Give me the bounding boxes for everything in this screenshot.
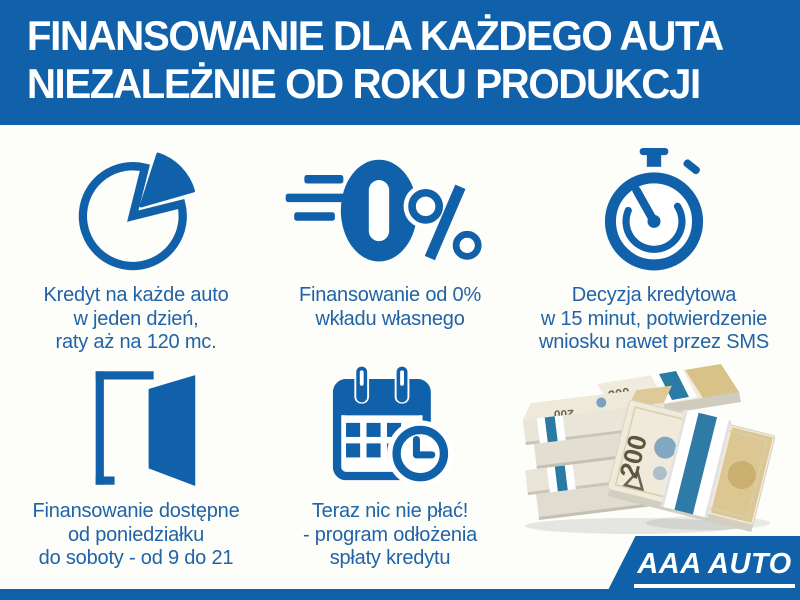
feature-availability: Finansowanie dostępne od poniedziałku do… <box>8 358 264 571</box>
feature-money-photo: 200 200 <box>512 356 776 536</box>
pie-chart-icon <box>78 152 196 271</box>
feature-caption: Teraz nic nie płać! - program odłożenia … <box>302 500 478 569</box>
header-banner: FINANSOWANIE DLA KAŻDEGO AUTA NIEZALEŻNI… <box>0 0 800 125</box>
icon-box <box>73 358 199 498</box>
header-title: FINANSOWANIE DLA KAŻDEGO AUTA NIEZALEŻNI… <box>0 0 768 108</box>
calendar-clock-icon <box>332 365 454 487</box>
money-bundle-front: 200 <box>607 399 776 532</box>
aaa-auto-logo: AAA AUTO <box>634 548 795 588</box>
zero-percent-icon <box>285 159 482 262</box>
feature-deferred-payment: Teraz nic nie płać! - program odłożenia … <box>264 358 516 571</box>
icon-box <box>72 140 200 282</box>
header-title-line2: NIEZALEŻNIE OD ROKU PRODUKCJI <box>26 60 701 107</box>
open-door-icon <box>95 371 196 486</box>
feature-credit: Kredyt na każde auto w jeden dzień, raty… <box>8 140 264 355</box>
footer-strip <box>0 589 800 600</box>
icon-box <box>323 358 457 498</box>
icon-box <box>589 140 719 282</box>
feature-zero-percent: Finansowanie od 0% wkładu własnego <box>264 140 516 331</box>
money-stack-image: 200 200 <box>522 364 776 534</box>
stopwatch-icon <box>604 147 704 271</box>
icon-box <box>284 140 496 282</box>
feature-caption: Finansowanie od 0% wkładu własnego <box>298 284 482 330</box>
brand-banner: AAA AUTO <box>603 536 800 600</box>
feature-decision: Decyzja kredytowa w 15 minut, potwierdze… <box>516 140 792 355</box>
feature-caption: Kredyt na każde auto w jeden dzień, raty… <box>43 284 229 353</box>
feature-caption: Decyzja kredytowa w 15 minut, potwierdze… <box>539 284 769 353</box>
header-title-line1: FINANSOWANIE DLA KAŻDEGO AUTA <box>26 12 724 59</box>
feature-caption: Finansowanie dostępne od poniedziałku do… <box>32 500 240 569</box>
